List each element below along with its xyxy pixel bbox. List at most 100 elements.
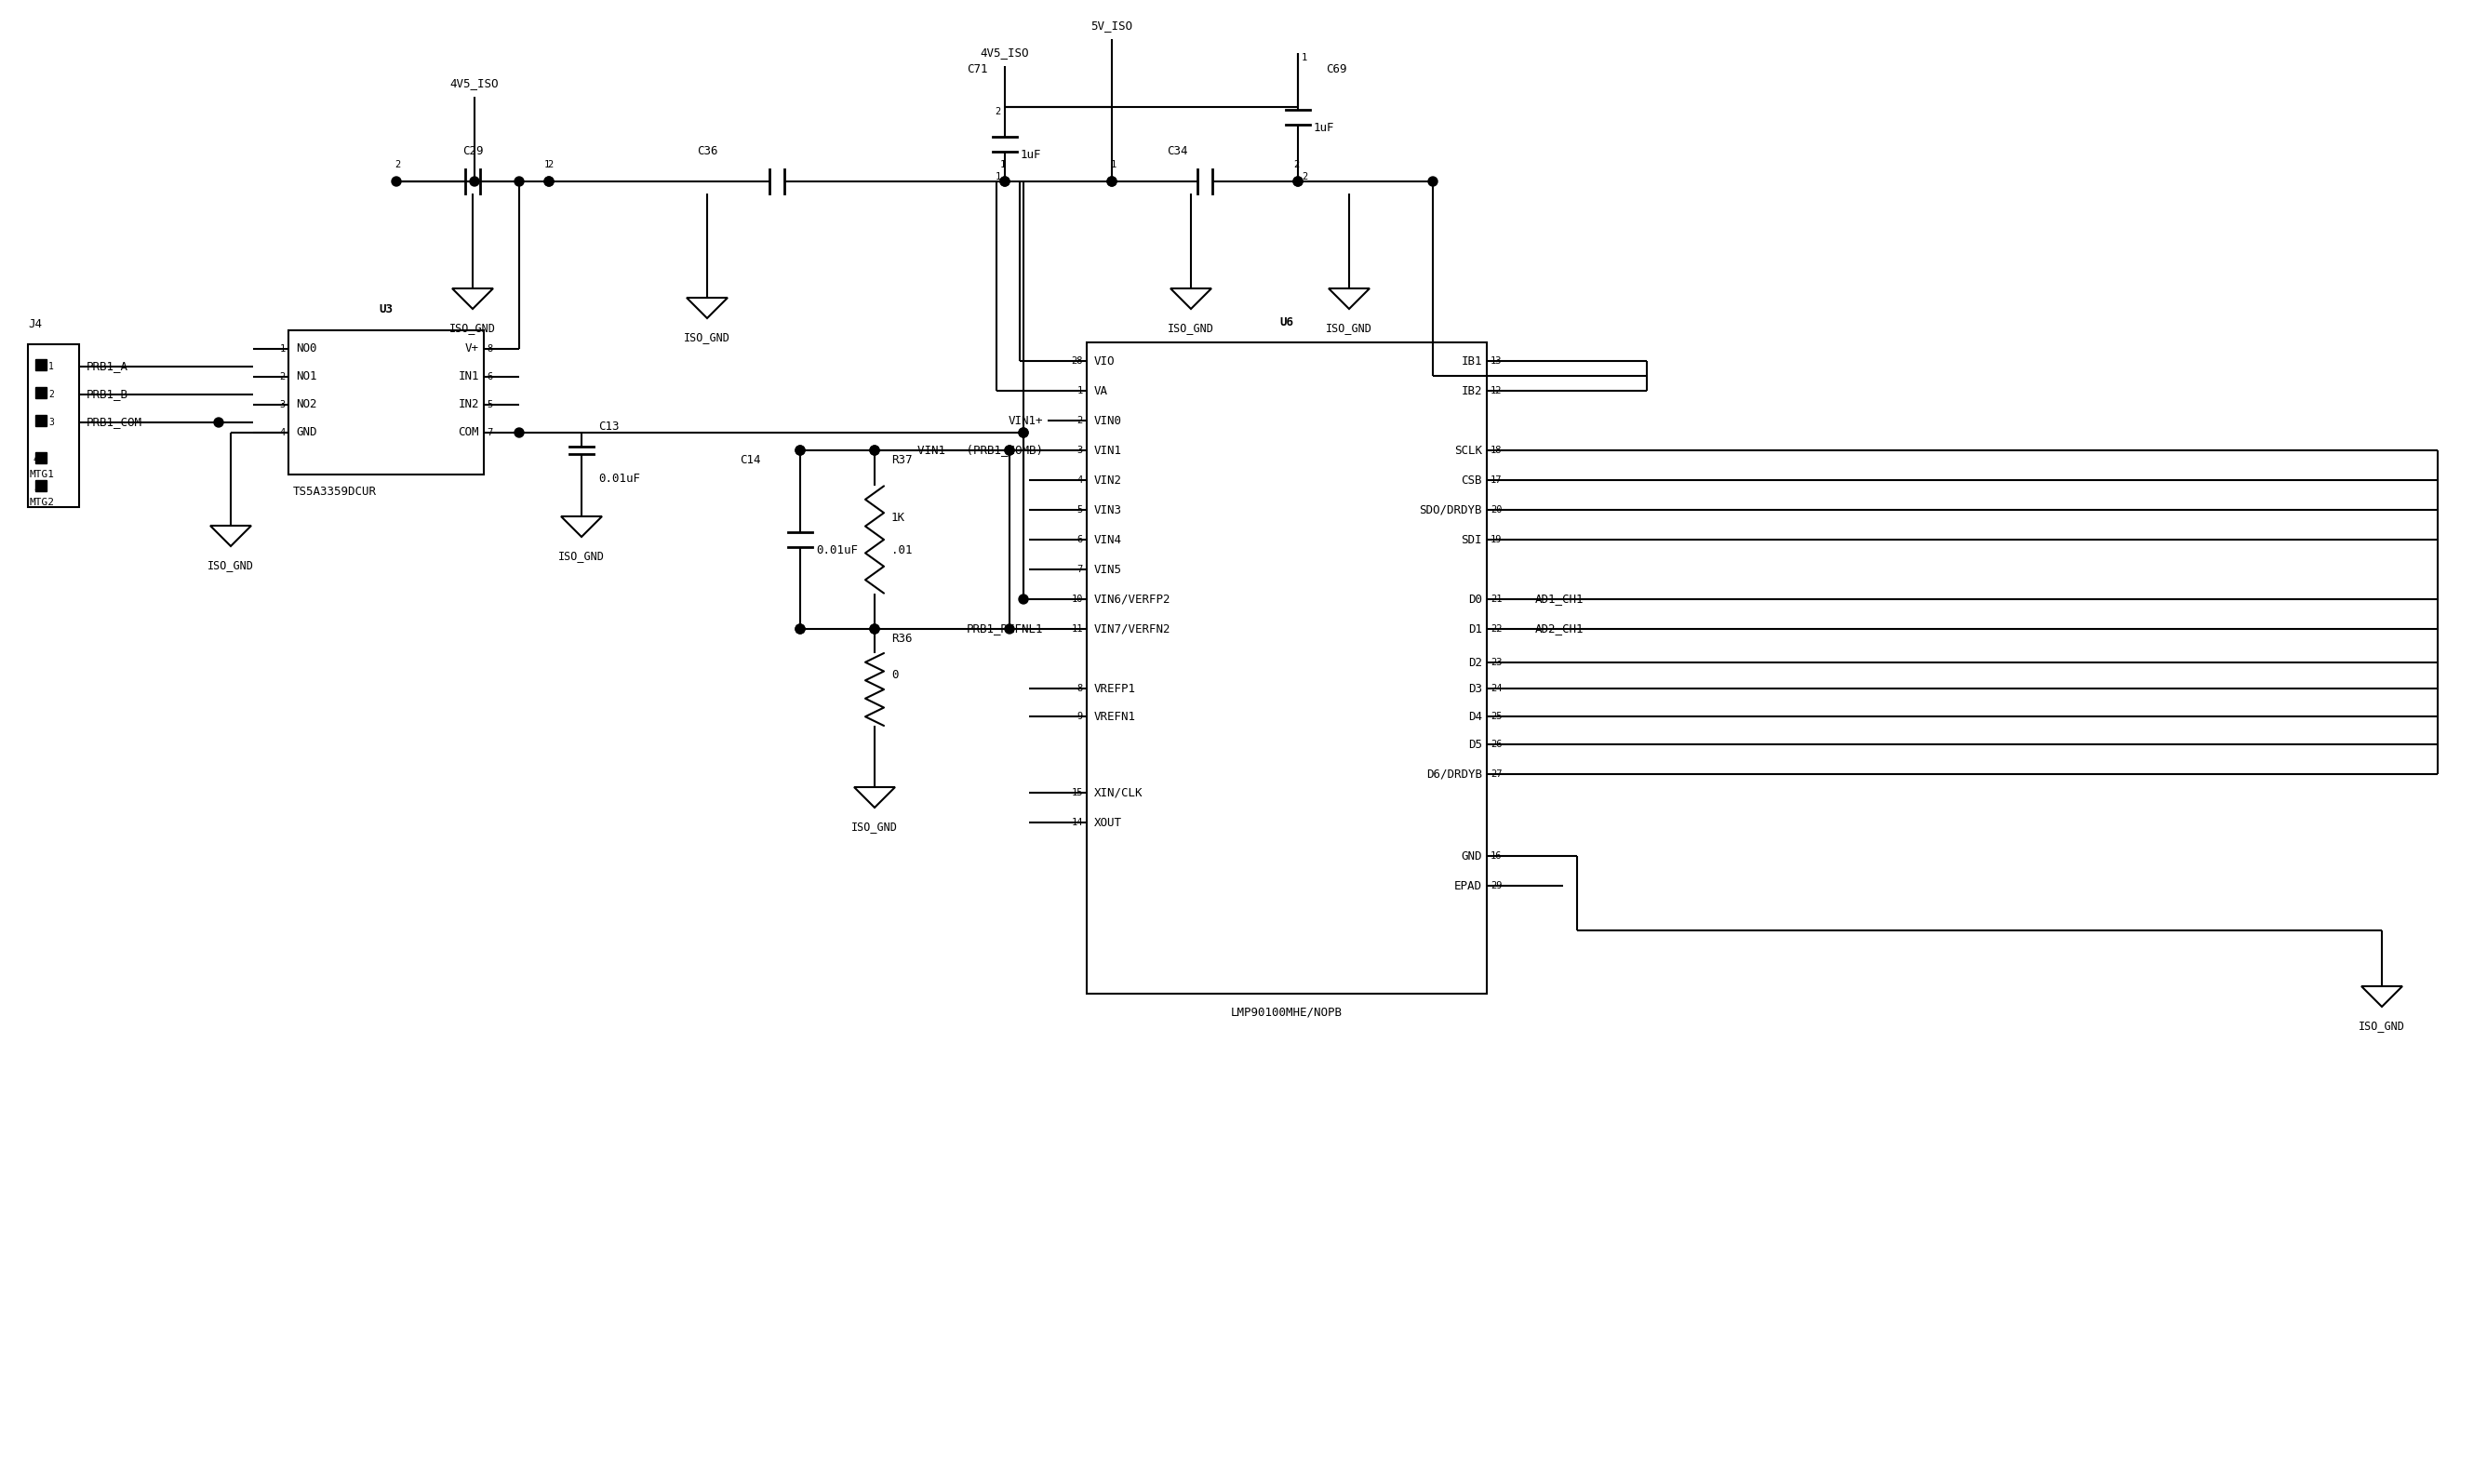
Text: 21: 21 [1490,595,1502,604]
Circle shape [796,625,806,634]
Circle shape [214,418,224,427]
Text: VIN2: VIN2 [1094,473,1122,487]
Text: 1: 1 [1000,160,1007,169]
Text: 7: 7 [487,427,492,438]
Polygon shape [686,298,729,318]
Text: VA: VA [1094,384,1109,396]
Text: 28: 28 [1072,356,1082,365]
Polygon shape [211,525,251,546]
Text: 1: 1 [47,362,55,371]
Text: 23: 23 [1490,657,1502,668]
Circle shape [515,427,525,438]
Text: ISO_GND: ISO_GND [2358,1020,2405,1031]
Text: VIN1+: VIN1+ [1007,414,1042,426]
Text: C29: C29 [463,145,482,157]
Text: 2: 2 [547,160,555,169]
Text: AD2_CH1: AD2_CH1 [1534,623,1584,635]
Text: 0: 0 [890,669,898,681]
Circle shape [1000,177,1010,186]
Text: C13: C13 [599,420,619,432]
Text: MTG2: MTG2 [30,497,55,508]
Circle shape [515,177,525,186]
Text: PRB1_B: PRB1_B [87,389,129,401]
Circle shape [1020,427,1027,438]
Bar [35,481,47,491]
Bar [35,416,47,426]
Text: ISO_GND: ISO_GND [557,551,604,562]
Text: 1K: 1K [890,512,905,524]
Text: ISO_GND: ISO_GND [851,821,898,833]
Text: 8: 8 [487,344,492,353]
Text: LMP90100MHE/NOPB: LMP90100MHE/NOPB [1231,1006,1343,1018]
Text: 15: 15 [1072,788,1082,797]
Text: CSB: CSB [1462,473,1482,487]
Text: 19: 19 [1490,536,1502,545]
Text: VREFN1: VREFN1 [1094,711,1137,723]
Text: 1uF: 1uF [1020,148,1042,160]
Text: COM: COM [458,426,480,439]
Text: EPAD: EPAD [1455,880,1482,892]
Text: D3: D3 [1467,683,1482,695]
Bar [35,359,47,371]
Circle shape [870,445,880,456]
Text: 24: 24 [1490,684,1502,693]
Text: 6: 6 [487,372,492,381]
Circle shape [1005,625,1015,634]
Circle shape [545,177,555,186]
Circle shape [1107,177,1117,186]
Text: VIN7/VERFN2: VIN7/VERFN2 [1094,623,1171,635]
Text: TS5A3359DCUR: TS5A3359DCUR [293,485,378,497]
Circle shape [1005,445,1015,456]
Text: SDO/DRDYB: SDO/DRDYB [1420,503,1482,516]
Circle shape [1020,595,1027,604]
Text: D0: D0 [1467,594,1482,605]
Text: 1: 1 [1112,160,1117,169]
Text: 3: 3 [47,418,55,427]
Text: VIN6/VERFP2: VIN6/VERFP2 [1094,594,1171,605]
Text: 8: 8 [1077,684,1082,693]
Text: 17: 17 [1490,475,1502,485]
Text: ISO_GND: ISO_GND [206,559,254,571]
Circle shape [1293,177,1303,186]
Text: 4V5_ISO: 4V5_ISO [450,77,500,91]
Text: 10: 10 [1072,595,1082,604]
Text: U6: U6 [1281,316,1293,328]
Bar [1087,343,1487,994]
Text: D5: D5 [1467,738,1482,751]
Bar [27,344,80,508]
Text: PRB1_REFNL1: PRB1_REFNL1 [967,623,1042,635]
Text: 5: 5 [487,401,492,410]
Text: V+: V+ [465,343,480,355]
Text: 18: 18 [1490,445,1502,456]
Circle shape [470,177,480,186]
Circle shape [393,177,400,186]
Text: D1: D1 [1467,623,1482,635]
Text: 0.01uF: 0.01uF [599,473,639,485]
Text: VIN1: VIN1 [1094,444,1122,457]
Text: C69: C69 [1326,62,1348,74]
Text: C14: C14 [739,454,761,466]
Text: 3: 3 [1077,445,1082,456]
Text: 6: 6 [1077,536,1082,545]
Text: 9: 9 [1077,712,1082,721]
Text: D6/DRDYB: D6/DRDYB [1428,769,1482,781]
Circle shape [1005,445,1015,456]
Text: PRB1_A: PRB1_A [87,361,129,372]
Text: C34: C34 [1166,145,1186,157]
Text: ISO_GND: ISO_GND [684,331,731,343]
Text: IN1: IN1 [458,371,480,383]
Text: 4V5_ISO: 4V5_ISO [980,47,1030,59]
Circle shape [1000,177,1010,186]
Text: J4: J4 [27,318,42,329]
Text: 2: 2 [281,372,286,381]
Text: 2: 2 [1293,160,1298,169]
Polygon shape [2360,987,2402,1006]
Text: NO0: NO0 [296,343,316,355]
Text: 16: 16 [1490,852,1502,861]
Circle shape [796,625,806,634]
Bar [35,453,47,463]
Text: 4: 4 [281,427,286,438]
Text: .01: .01 [890,545,913,556]
Text: R37: R37 [890,454,913,466]
Text: VIO: VIO [1094,355,1114,367]
